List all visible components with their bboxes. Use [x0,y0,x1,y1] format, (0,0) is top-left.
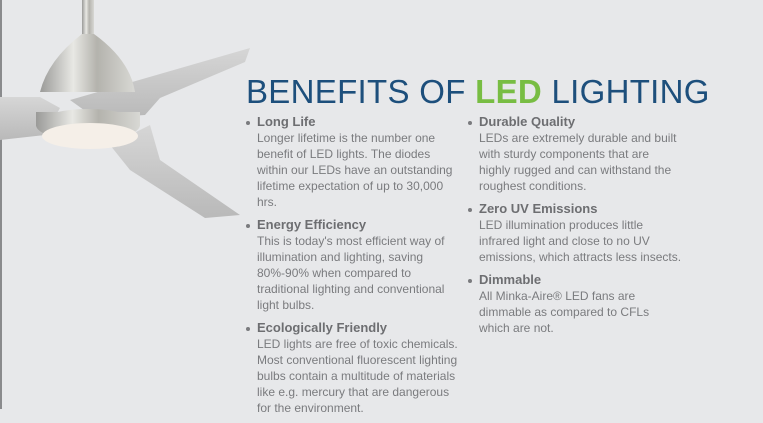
light-kit [42,123,138,149]
benefit-heading: Durable Quality [479,114,576,129]
benefit-dimmable: Dimmable All Minka-Aire® LED fans are dim… [467,272,682,336]
ceiling-fan-image [0,0,250,218]
benefit-text: All Minka-Aire® LED fans are dimmable as… [479,289,650,335]
benefit-text: Longer lifetime is the number one benefi… [257,131,453,209]
benefit-heading: Ecologically Friendly [257,320,388,335]
benefit-long-life: Long Life Longer lifetime is the number o… [245,114,460,210]
blade-bottom [110,125,240,218]
benefit-text: LEDs are extremely durable and built wit… [479,131,677,193]
benefit-text: This is today's most efficient way of il… [257,234,445,312]
benefit-heading: Long Life [257,114,316,129]
benefit-heading: Zero UV Emissions [479,201,598,216]
left-border [0,0,2,409]
benefit-energy-efficiency: Energy Efficiency This is today's most ef… [245,217,460,313]
benefits-column-left: Long Life Longer lifetime is the number o… [245,114,460,423]
page-title: BENEFITS OF LED LIGHTING [246,73,710,110]
downrod [82,0,94,36]
benefit-heading: Dimmable [479,272,542,287]
benefit-text: LED illumination produces little infrare… [479,218,682,264]
motor-housing [40,34,135,92]
benefit-heading: Energy Efficiency [257,217,367,232]
benefit-durable-quality: Durable Quality LEDs are extremely durabl… [467,114,682,194]
benefit-ecologically-friendly: Ecologically Friendly LED lights are free… [245,320,460,416]
benefit-zero-uv: Zero UV Emissions LED illumination produc… [467,201,682,265]
benefits-column-right: Durable Quality LEDs are extremely durabl… [467,114,682,343]
benefit-text: LED lights are free of toxic chemicals. … [257,337,458,415]
blade-right [70,48,250,118]
